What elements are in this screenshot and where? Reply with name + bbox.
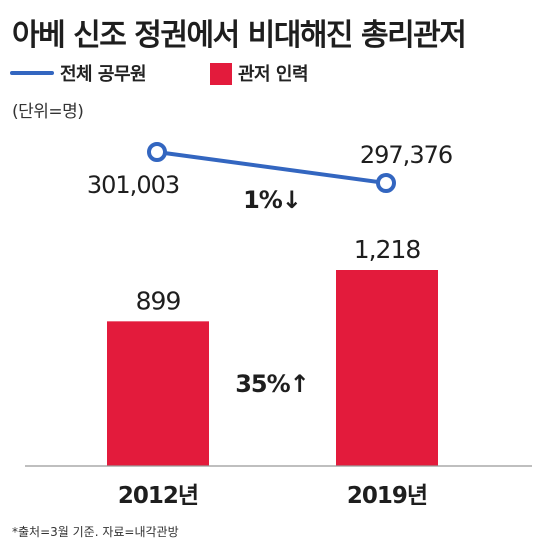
legend-bar-swatch — [210, 63, 232, 85]
bar-value-label-1: 899 — [136, 286, 181, 315]
unit-label: (단위=명) — [12, 102, 84, 122]
legend-bar-label: 관저 인력 — [238, 64, 309, 85]
line-value-label-2: 297,376 — [360, 141, 452, 169]
line-value-label-1: 301,003 — [87, 171, 179, 199]
bar-1 — [107, 321, 209, 466]
line-series-segment — [155, 150, 388, 185]
line-change-annotation: 1%↓ — [243, 186, 301, 214]
source-note: *출처=3월 기준. 자료=내각관방 — [12, 525, 179, 539]
line-point-2 — [376, 173, 396, 193]
bar-value-label-2: 1,218 — [354, 235, 421, 264]
bar-change-annotation: 35%↑ — [235, 370, 309, 398]
legend-line-swatch — [10, 71, 54, 75]
x-tick-label-1: 2012년 — [118, 483, 198, 509]
chart-title: 아베 신조 정권에서 비대해진 총리관저 — [12, 18, 467, 53]
bar-2 — [336, 270, 438, 466]
line-point-1 — [147, 142, 167, 162]
legend-line-label: 전체 공무원 — [60, 64, 147, 85]
x-tick-label-2: 2019년 — [347, 483, 427, 509]
